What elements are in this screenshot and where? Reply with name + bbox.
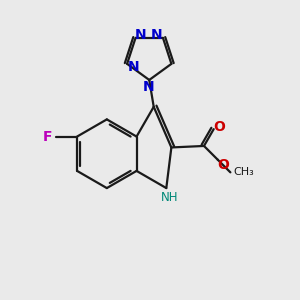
Text: O: O [218,158,230,172]
Text: N: N [143,80,154,94]
Text: N: N [151,28,162,42]
Text: NH: NH [160,190,178,203]
Text: N: N [128,60,140,74]
Text: F: F [43,130,52,144]
Text: CH₃: CH₃ [233,167,254,177]
Text: N: N [135,28,147,42]
Text: O: O [213,120,225,134]
